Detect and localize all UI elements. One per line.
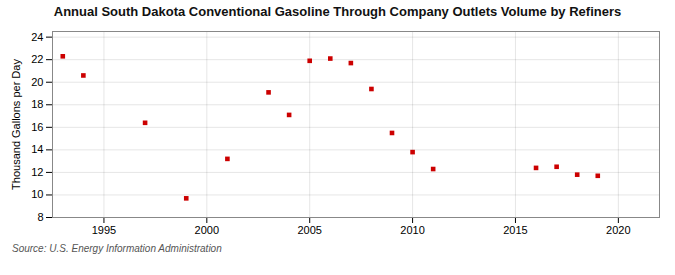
svg-text:14: 14 bbox=[31, 143, 43, 155]
html-text:Annual South Dakota Convention: Annual South Dakota Conventional Gasolin… bbox=[53, 4, 622, 19]
svg-text:18: 18 bbox=[31, 98, 43, 110]
svg-text:22: 22 bbox=[31, 53, 43, 65]
svg-text:2005: 2005 bbox=[297, 224, 321, 236]
svg-text:20: 20 bbox=[31, 76, 43, 88]
svg-text:8: 8 bbox=[37, 211, 43, 223]
svg-text:Thousand Gallons per Day: Thousand Gallons per Day bbox=[10, 59, 22, 190]
svg-text:2015: 2015 bbox=[503, 224, 527, 236]
svg-text:2000: 2000 bbox=[195, 224, 219, 236]
svg-text:16: 16 bbox=[31, 121, 43, 133]
svg-text:10: 10 bbox=[31, 188, 43, 200]
svg-text:2020: 2020 bbox=[606, 224, 630, 236]
svg-text:24: 24 bbox=[31, 31, 43, 43]
svg-text:12: 12 bbox=[31, 166, 43, 178]
svg-text:1995: 1995 bbox=[92, 224, 116, 236]
html-text:Source: U.S. Energy Informatio: Source: U.S. Energy Information Administ… bbox=[12, 243, 222, 254]
svg-text:2010: 2010 bbox=[400, 224, 424, 236]
